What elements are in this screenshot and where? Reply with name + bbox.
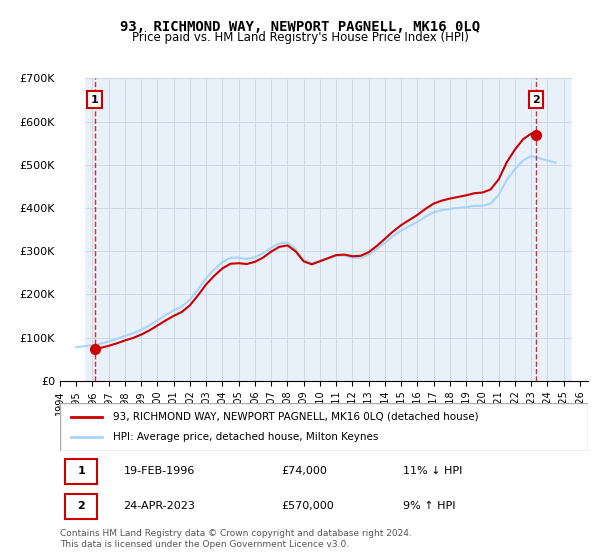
Text: Contains HM Land Registry data © Crown copyright and database right 2024.
This d: Contains HM Land Registry data © Crown c…: [60, 529, 412, 549]
Text: £570,000: £570,000: [282, 501, 335, 511]
Text: 93, RICHMOND WAY, NEWPORT PAGNELL, MK16 0LQ (detached house): 93, RICHMOND WAY, NEWPORT PAGNELL, MK16 …: [113, 412, 478, 422]
FancyBboxPatch shape: [65, 493, 97, 519]
Text: Price paid vs. HM Land Registry's House Price Index (HPI): Price paid vs. HM Land Registry's House …: [131, 31, 469, 44]
Text: 1: 1: [77, 466, 85, 476]
Text: 2: 2: [532, 95, 540, 105]
Text: 11% ↓ HPI: 11% ↓ HPI: [403, 466, 463, 476]
FancyBboxPatch shape: [60, 403, 588, 451]
Bar: [85, 78, 572, 381]
Text: 2: 2: [77, 501, 85, 511]
Bar: [572, 78, 588, 381]
Text: 9% ↑ HPI: 9% ↑ HPI: [403, 501, 456, 511]
Text: 24-APR-2023: 24-APR-2023: [124, 501, 195, 511]
Text: 1: 1: [91, 95, 98, 105]
Text: £74,000: £74,000: [282, 466, 328, 476]
Bar: [572, 78, 588, 381]
Text: 19-FEB-1996: 19-FEB-1996: [124, 466, 195, 476]
Bar: [60, 78, 85, 381]
FancyBboxPatch shape: [65, 459, 97, 484]
Bar: [60, 78, 85, 381]
Text: 93, RICHMOND WAY, NEWPORT PAGNELL, MK16 0LQ: 93, RICHMOND WAY, NEWPORT PAGNELL, MK16 …: [120, 20, 480, 34]
Text: HPI: Average price, detached house, Milton Keynes: HPI: Average price, detached house, Milt…: [113, 432, 378, 442]
